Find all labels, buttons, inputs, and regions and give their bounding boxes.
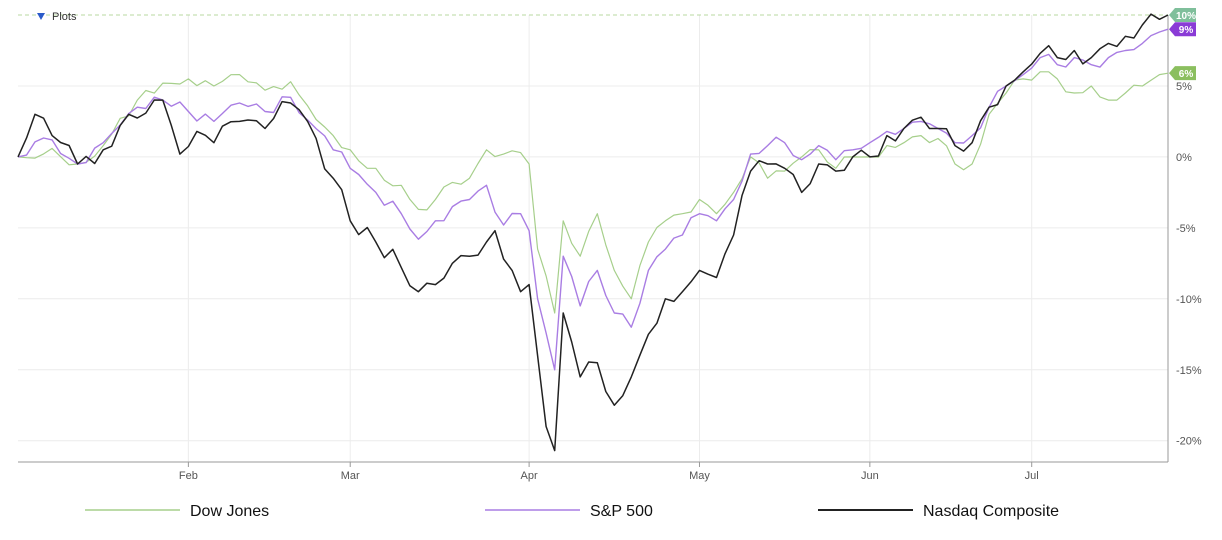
axes: -20% -15% -10% -5% 0% 5% Feb Mar Apr May Jun Jul xyxy=(18,15,1202,482)
y-tick-label: -15% xyxy=(1176,365,1202,377)
x-tick-label: May xyxy=(689,470,710,482)
x-tick-label: Jun xyxy=(861,470,879,482)
y-tick-label: -10% xyxy=(1176,294,1202,306)
legend-label: Dow Jones xyxy=(190,503,269,520)
end-badge-label: 6% xyxy=(1179,69,1194,80)
legend-item-nasdaq-composite: Nasdaq Composite xyxy=(818,503,1059,520)
end-badge-s-p-500: 9% xyxy=(1169,22,1196,37)
legend-label: Nasdaq Composite xyxy=(923,503,1059,520)
series-line-dow-jones xyxy=(17,71,1169,314)
y-tick-label: 0% xyxy=(1176,152,1192,164)
y-tick-label: 5% xyxy=(1176,81,1192,93)
end-badge-shape xyxy=(1169,66,1196,81)
legend-item-s-p-500: S&P 500 xyxy=(485,503,653,520)
end-badge-dow-jones: 6% xyxy=(1169,66,1196,81)
legend-item-dow-jones: Dow Jones xyxy=(85,503,269,520)
series-line-nasdaq-composite xyxy=(17,13,1169,452)
plots-label: Plots xyxy=(52,11,77,23)
x-tick-label: Apr xyxy=(521,470,538,482)
end-badge-label: 9% xyxy=(1179,25,1194,36)
end-value-badges: 6% 9% 10% xyxy=(1169,8,1196,81)
triangle-down-icon xyxy=(37,13,45,20)
end-badge-shape xyxy=(1169,22,1196,37)
x-tick-label: Mar xyxy=(341,470,360,482)
series-lines xyxy=(17,13,1169,452)
gridlines xyxy=(18,15,1168,462)
plots-toggle[interactable]: Plots xyxy=(37,11,77,23)
end-badge-label: 10% xyxy=(1176,11,1196,22)
legend-label: S&P 500 xyxy=(590,503,653,520)
end-badge-nasdaq-composite: 10% xyxy=(1169,8,1196,22)
legend: Dow Jones S&P 500 Nasdaq Composite xyxy=(85,503,1059,520)
y-tick-label: -5% xyxy=(1176,223,1196,235)
x-tick-label: Jul xyxy=(1025,470,1039,482)
y-tick-label: -20% xyxy=(1176,436,1202,448)
end-badge-shape xyxy=(1169,8,1196,22)
x-tick-label: Feb xyxy=(179,470,198,482)
